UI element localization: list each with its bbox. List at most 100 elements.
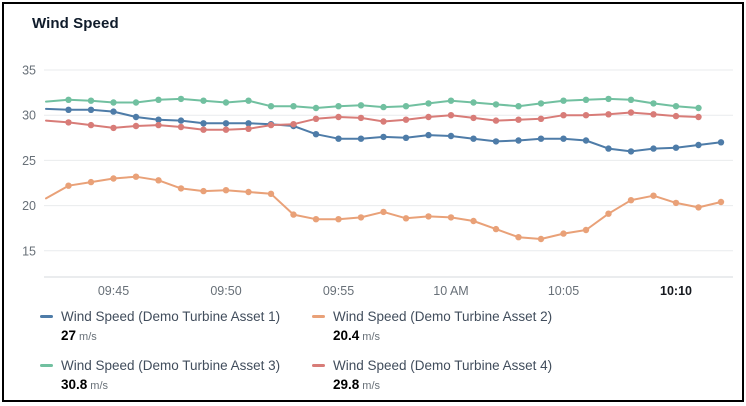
- series-3-current-value: 30.8 m/s: [61, 377, 109, 392]
- data-point-marker: [110, 175, 117, 182]
- y-tick-label: 20: [22, 199, 36, 213]
- data-point-marker: [425, 113, 432, 121]
- data-point-marker: [312, 104, 320, 112]
- data-point-marker: [627, 148, 635, 155]
- data-point-marker: [177, 185, 185, 192]
- data-point-marker: [560, 97, 567, 104]
- data-point-marker: [627, 96, 635, 104]
- data-point-marker: [672, 144, 680, 151]
- data-point-marker: [65, 96, 72, 104]
- data-point-marker: [717, 139, 725, 146]
- line-chart-plot-area[interactable]: 35 30 25 20 15 09:45 09:50 09:55 10 AM 10:05 10:10: [4, 4, 744, 304]
- gridlines: [44, 69, 733, 252]
- chart-legend: Wind Speed (Demo Turbine Asset 1) 27 m/s …: [40, 308, 552, 395]
- legend-item-asset-4: Wind Speed (Demo Turbine Asset 4) 29.8 m/…: [312, 357, 552, 395]
- data-point-marker: [672, 199, 680, 207]
- x-tick-label: 10:10: [660, 284, 692, 298]
- data-point-marker: [65, 119, 72, 126]
- data-point-marker: [222, 187, 230, 194]
- data-point-marker: [537, 100, 545, 107]
- legend-item-asset-2: Wind Speed (Demo Turbine Asset 2) 20.4 m/…: [312, 308, 552, 346]
- data-point-marker: [425, 100, 432, 107]
- x-tick-label: 09:55: [323, 284, 354, 298]
- data-point-marker: [132, 99, 140, 106]
- data-point-marker: [200, 187, 207, 195]
- legend-item-asset-1: Wind Speed (Demo Turbine Asset 1) 27 m/s: [40, 308, 312, 346]
- data-point-marker: [470, 99, 477, 106]
- data-point-marker: [492, 138, 500, 145]
- data-point-marker: [447, 132, 455, 140]
- data-point-marker: [155, 96, 162, 104]
- series-line-4[interactable]: [45, 109, 702, 133]
- data-point-marker: [312, 216, 320, 223]
- data-point-marker: [222, 120, 230, 127]
- data-point-marker: [177, 123, 185, 131]
- series-1-color-swatch: [40, 315, 53, 318]
- data-point-marker: [245, 120, 252, 127]
- data-point-marker: [335, 135, 342, 142]
- data-point-marker: [402, 215, 410, 222]
- data-point-marker: [695, 113, 702, 121]
- data-point-marker: [470, 114, 477, 122]
- data-point-marker: [267, 103, 275, 110]
- data-point-marker: [177, 95, 185, 103]
- data-point-marker: [650, 145, 657, 152]
- data-point-marker: [87, 106, 95, 114]
- data-point-marker: [650, 100, 657, 107]
- data-point-marker: [132, 173, 140, 180]
- series-4-label: Wind Speed (Demo Turbine Asset 4): [333, 358, 553, 373]
- data-point-marker: [335, 113, 342, 121]
- data-point-marker: [380, 118, 387, 125]
- legend-item-asset-3: Wind Speed (Demo Turbine Asset 3) 30.8 m/…: [40, 357, 312, 395]
- data-point-marker: [110, 108, 117, 115]
- data-point-marker: [110, 99, 117, 106]
- data-point-marker: [245, 188, 252, 196]
- series-1-current-value: 27 m/s: [61, 328, 97, 343]
- data-point-marker: [537, 135, 545, 142]
- series-line-3[interactable]: [45, 95, 702, 112]
- data-point-marker: [380, 103, 387, 111]
- series-2-label: Wind Speed (Demo Turbine Asset 2): [333, 309, 553, 324]
- data-point-marker: [560, 230, 567, 237]
- data-point-marker: [537, 235, 545, 243]
- data-point-marker: [695, 104, 702, 112]
- data-point-marker: [515, 116, 522, 123]
- data-point-marker: [357, 102, 365, 109]
- data-point-marker: [222, 99, 230, 106]
- data-point-marker: [537, 115, 545, 123]
- data-point-marker: [312, 131, 320, 138]
- series-2-current-value: 20.4 m/s: [333, 328, 381, 343]
- data-point-marker: [110, 124, 117, 132]
- series-1-label: Wind Speed (Demo Turbine Asset 1): [61, 309, 281, 324]
- data-point-marker: [717, 198, 725, 206]
- series-path: [45, 97, 700, 109]
- data-point-marker: [177, 117, 185, 124]
- data-point-marker: [492, 225, 500, 233]
- data-point-marker: [222, 126, 230, 133]
- data-point-marker: [357, 114, 365, 122]
- data-point-marker: [582, 137, 590, 144]
- y-tick-label: 35: [22, 64, 36, 78]
- data-point-marker: [200, 97, 207, 104]
- data-point-marker: [627, 197, 635, 204]
- data-point-marker: [290, 103, 297, 110]
- data-point-marker: [470, 217, 477, 225]
- data-point-marker: [290, 211, 297, 218]
- data-point-marker: [650, 192, 657, 199]
- data-point-marker: [155, 121, 162, 129]
- x-tick-label: 09:45: [98, 284, 129, 298]
- data-point-marker: [335, 216, 342, 223]
- data-point-marker: [447, 112, 455, 119]
- data-point-marker: [672, 112, 680, 120]
- series-path: [45, 111, 700, 131]
- data-point-marker: [560, 112, 567, 119]
- data-point-marker: [425, 131, 432, 139]
- series-line-1[interactable]: [45, 106, 725, 155]
- wind-speed-chart-widget: Wind Speed 35 30 25 20 15 09:45 09:50 09:55 10 A…: [2, 2, 744, 402]
- data-point-marker: [312, 115, 320, 123]
- data-point-marker: [200, 126, 207, 133]
- data-point-marker: [425, 213, 432, 220]
- data-point-marker: [357, 135, 365, 142]
- data-point-marker: [605, 111, 612, 118]
- series-line-2[interactable]: [45, 173, 725, 243]
